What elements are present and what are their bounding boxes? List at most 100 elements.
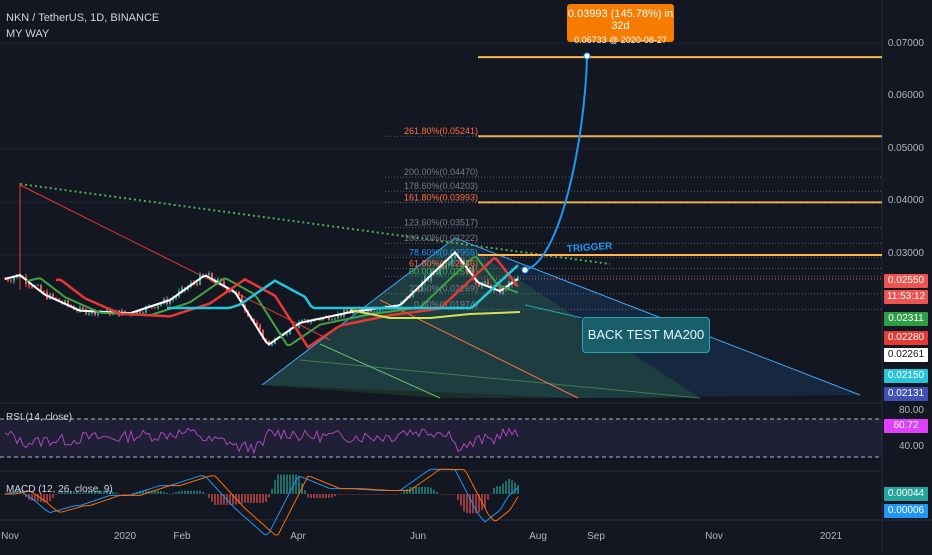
macd-bar <box>298 476 300 494</box>
price-axis-label: 0.05000 <box>887 143 924 154</box>
candle-body <box>478 283 480 287</box>
macd-bar <box>25 494 27 498</box>
candle-body <box>445 265 447 269</box>
fib-level-label: 161.80%(0.03993) <box>404 192 478 202</box>
macd-bar <box>508 478 510 494</box>
macd-bar <box>118 493 120 495</box>
candle-body <box>226 286 228 292</box>
macd-bar <box>457 494 459 500</box>
macd-bar <box>358 494 360 495</box>
macd-bar <box>94 490 96 494</box>
macd-bar <box>328 494 330 499</box>
candle-body <box>172 298 174 301</box>
macd-bar <box>70 491 72 494</box>
candle-body <box>124 310 126 314</box>
macd-bar <box>223 494 225 505</box>
macd-bar <box>514 482 516 494</box>
candle-body <box>319 319 321 321</box>
macd-bar <box>10 492 12 494</box>
macd-bar <box>265 494 267 502</box>
rsi-value-tag: 60.72 <box>884 419 928 433</box>
macd-bar <box>31 494 33 501</box>
candle-body <box>76 309 78 311</box>
macd-bar <box>37 494 39 502</box>
macd-bar <box>271 488 273 494</box>
pitchfork-line <box>454 237 861 396</box>
macd-label[interactable]: MACD (12, 26, close, 9) <box>6 484 113 495</box>
candle-body <box>370 309 372 313</box>
macd-bar <box>274 480 276 494</box>
macd-bar <box>466 494 468 514</box>
candle-body <box>82 307 84 310</box>
rsi-line <box>4 427 519 455</box>
candle-body <box>346 310 348 313</box>
macd-bar <box>370 494 372 495</box>
macd-bar <box>199 490 201 494</box>
macd-bar <box>319 494 321 499</box>
candle-body <box>436 272 438 274</box>
macd-bar <box>16 491 18 494</box>
price-axis-label: 0.04000 <box>887 195 924 206</box>
macd-bar <box>454 494 456 495</box>
macd-bar <box>259 494 261 503</box>
macd-bar <box>391 494 393 495</box>
candle-body <box>97 312 99 315</box>
macd-bar <box>388 494 390 495</box>
fib-level-label: 50.00%(0.02599) <box>409 266 478 276</box>
rsi-label[interactable]: RSI (14, close) <box>6 412 73 423</box>
macd-bar <box>82 492 84 494</box>
candle-body <box>487 281 489 285</box>
fib-level-label: 178.60%(0.04203) <box>404 181 478 191</box>
macd-bar <box>262 494 264 503</box>
macd-bar <box>112 491 114 494</box>
candle-body <box>379 308 381 312</box>
macd-bar <box>496 486 498 494</box>
candle-body <box>463 260 465 265</box>
macd-bar <box>343 494 345 495</box>
macd-bar <box>154 490 156 494</box>
macd-bar <box>181 490 183 494</box>
projection-curve <box>524 55 588 271</box>
candle-body <box>439 265 441 273</box>
candle-body <box>52 293 54 298</box>
macd-bar <box>484 494 486 508</box>
price-tag-countdown: 11:53:12 <box>884 290 928 304</box>
projection-label: 0.03993 (145.78%) in 32d 0.06733 @ 2020-… <box>567 4 674 45</box>
macd-bar <box>217 494 219 505</box>
macd-bar <box>352 494 354 495</box>
candle-body <box>223 281 225 287</box>
candle-body <box>106 309 108 313</box>
fib-level-label: 78.60%(0.02955) <box>409 247 478 257</box>
candle-body <box>421 282 423 292</box>
ma-line-yellow <box>349 309 521 319</box>
candle-body <box>418 289 420 292</box>
macd-bar <box>64 491 66 494</box>
candle-body <box>7 278 9 281</box>
candle-body <box>181 287 183 292</box>
macd-bar <box>427 486 429 494</box>
time-axis-label: Jun <box>409 531 427 542</box>
macd-bar <box>55 494 57 495</box>
macd-bar <box>493 488 495 494</box>
macd-bar <box>355 494 357 495</box>
macd-bar <box>295 474 297 494</box>
macd-bar <box>34 494 36 501</box>
projection-end <box>583 52 591 60</box>
macd-bar <box>478 494 480 513</box>
candle-body <box>202 274 204 276</box>
price-tag-ma-white: 0.02261 <box>884 348 928 362</box>
macd-bar <box>451 494 453 495</box>
candle-body <box>373 311 375 313</box>
candle-body <box>448 263 450 266</box>
macd-bar <box>73 491 75 494</box>
macd-bar <box>172 493 174 494</box>
macd-bar <box>361 494 363 495</box>
candle-body <box>334 318 336 320</box>
candle-body <box>79 307 81 311</box>
macd-bar <box>376 494 378 495</box>
candle-body <box>310 321 312 323</box>
macd-bar <box>97 490 99 494</box>
fib-level-label: 123.60%(0.03517) <box>404 218 478 228</box>
